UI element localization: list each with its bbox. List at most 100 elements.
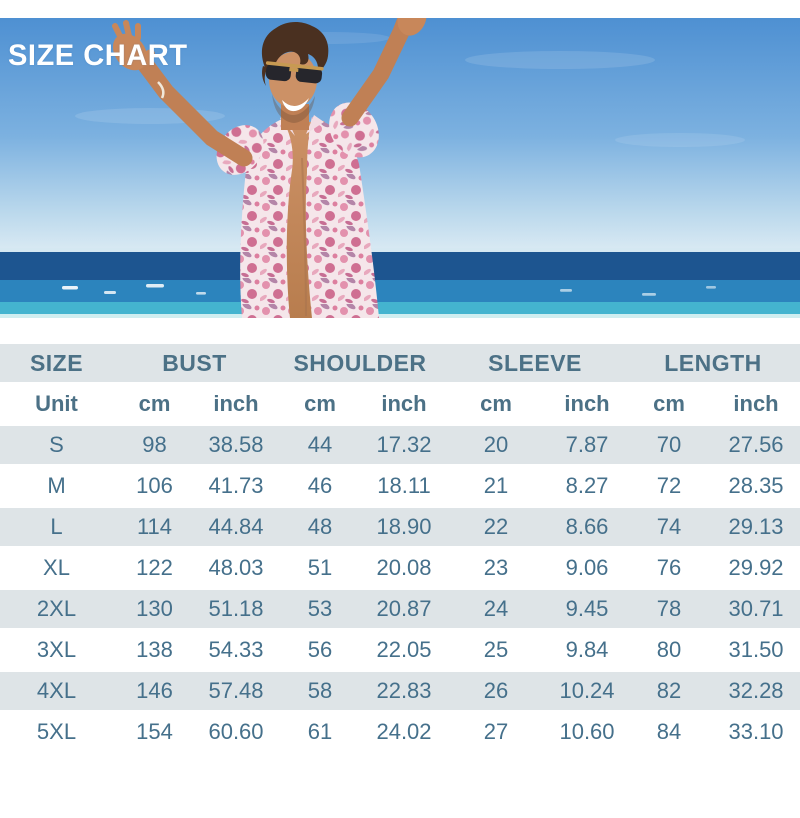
measure-cell: 44.84 [196, 506, 276, 547]
column-group-header: LENGTH [626, 342, 800, 383]
measure-cell: 38.58 [196, 424, 276, 465]
measure-cell: 57.48 [196, 670, 276, 711]
measure-cell: 56 [276, 629, 364, 670]
measure-cell: 20 [444, 424, 548, 465]
measure-cell: 41.73 [196, 465, 276, 506]
collar-right [306, 115, 324, 134]
size-cell: 5XL [0, 711, 113, 752]
unit-row: Unit cm inch cm inch cm inch cm inch [0, 383, 800, 424]
unit-cell: cm [113, 383, 196, 424]
table-row: 2XL 130 51.18 53 20.87 24 9.45 78 30.71 [0, 588, 800, 629]
measure-cell: 72 [626, 465, 713, 506]
unit-cell: inch [364, 383, 444, 424]
measure-cell: 48.03 [196, 547, 276, 588]
measure-cell: 70 [626, 424, 713, 465]
shirt-right-panel [305, 117, 379, 318]
measure-cell: 54.33 [196, 629, 276, 670]
header-row: SIZE BUST SHOULDER SLEEVE LENGTH [0, 342, 800, 383]
measure-cell: 24 [444, 588, 548, 629]
measure-cell: 27 [444, 711, 548, 752]
measure-cell: 28.35 [712, 465, 800, 506]
size-cell: L [0, 506, 113, 547]
measure-cell: 20.08 [364, 547, 444, 588]
ocean [0, 248, 800, 318]
measure-cell: 122 [113, 547, 196, 588]
measure-cell: 51 [276, 547, 364, 588]
measure-cell: 23 [444, 547, 548, 588]
measure-cell: 26 [444, 670, 548, 711]
measure-cell: 9.84 [548, 629, 627, 670]
measure-cell: 10.24 [548, 670, 627, 711]
size-cell: S [0, 424, 113, 465]
measure-cell: 22.83 [364, 670, 444, 711]
table-row: 3XL 138 54.33 56 22.05 25 9.84 80 31.50 [0, 629, 800, 670]
unit-cell: cm [444, 383, 548, 424]
measure-cell: 60.60 [196, 711, 276, 752]
measure-cell: 48 [276, 506, 364, 547]
table-row: XL 122 48.03 51 20.08 23 9.06 76 29.92 [0, 547, 800, 588]
measure-cell: 8.27 [548, 465, 627, 506]
table-row: L 114 44.84 48 18.90 22 8.66 74 29.13 [0, 506, 800, 547]
column-group-header: SIZE [0, 342, 113, 383]
measure-cell: 114 [113, 506, 196, 547]
measure-cell: 82 [626, 670, 713, 711]
measure-cell: 27.56 [712, 424, 800, 465]
measure-cell: 31.50 [712, 629, 800, 670]
measure-cell: 20.87 [364, 588, 444, 629]
man-figure [112, 18, 427, 318]
table-body: Unit cm inch cm inch cm inch cm inch S 98 38.58 44 17… [0, 383, 800, 752]
measure-cell: 74 [626, 506, 713, 547]
unit-label-cell: Unit [0, 383, 113, 424]
measure-cell: 138 [113, 629, 196, 670]
measure-cell: 29.13 [712, 506, 800, 547]
measure-cell: 8.66 [548, 506, 627, 547]
measure-cell: 32.28 [712, 670, 800, 711]
size-cell: 2XL [0, 588, 113, 629]
measure-cell: 30.71 [712, 588, 800, 629]
unit-cell: inch [548, 383, 627, 424]
shirt-left-panel [240, 119, 293, 318]
measure-cell: 9.06 [548, 547, 627, 588]
measure-cell: 18.11 [364, 465, 444, 506]
measure-cell: 33.10 [712, 711, 800, 752]
measure-cell: 130 [113, 588, 196, 629]
measure-cell: 154 [113, 711, 196, 752]
unit-cell: cm [626, 383, 713, 424]
measure-cell: 78 [626, 588, 713, 629]
size-cell: XL [0, 547, 113, 588]
measure-cell: 46 [276, 465, 364, 506]
sleeve-right [329, 102, 379, 158]
measure-cell: 25 [444, 629, 548, 670]
left-hand [112, 20, 165, 99]
table-row: S 98 38.58 44 17.32 20 7.87 70 27.56 [0, 424, 800, 465]
measure-cell: 17.32 [364, 424, 444, 465]
sunglasses [265, 61, 324, 84]
measure-cell: 22 [444, 506, 548, 547]
measure-cell: 44 [276, 424, 364, 465]
smile [282, 98, 309, 112]
size-cell: 4XL [0, 670, 113, 711]
table-header: SIZE BUST SHOULDER SLEEVE LENGTH [0, 342, 800, 383]
hero-photo: SIZE CHART [0, 18, 800, 318]
column-group-header: BUST [113, 342, 276, 383]
measure-cell: 98 [113, 424, 196, 465]
head [261, 22, 329, 130]
size-cell: 3XL [0, 629, 113, 670]
measure-cell: 10.60 [548, 711, 627, 752]
size-cell: M [0, 465, 113, 506]
beach-scene-illustration [0, 18, 800, 318]
measure-cell: 21 [444, 465, 548, 506]
measure-cell: 58 [276, 670, 364, 711]
unit-cell: cm [276, 383, 364, 424]
unit-cell: inch [196, 383, 276, 424]
table-row: 5XL 154 60.60 61 24.02 27 10.60 84 33.10 [0, 711, 800, 752]
measure-cell: 9.45 [548, 588, 627, 629]
page-title: SIZE CHART [8, 39, 188, 72]
measure-cell: 18.90 [364, 506, 444, 547]
table-row: M 106 41.73 46 18.11 21 8.27 72 28.35 [0, 465, 800, 506]
measure-cell: 7.87 [548, 424, 627, 465]
right-hand [397, 18, 427, 36]
size-chart-table: SIZE BUST SHOULDER SLEEVE LENGTH Unit cm inch c… [0, 342, 800, 752]
measure-cell: 80 [626, 629, 713, 670]
measure-cell: 76 [626, 547, 713, 588]
